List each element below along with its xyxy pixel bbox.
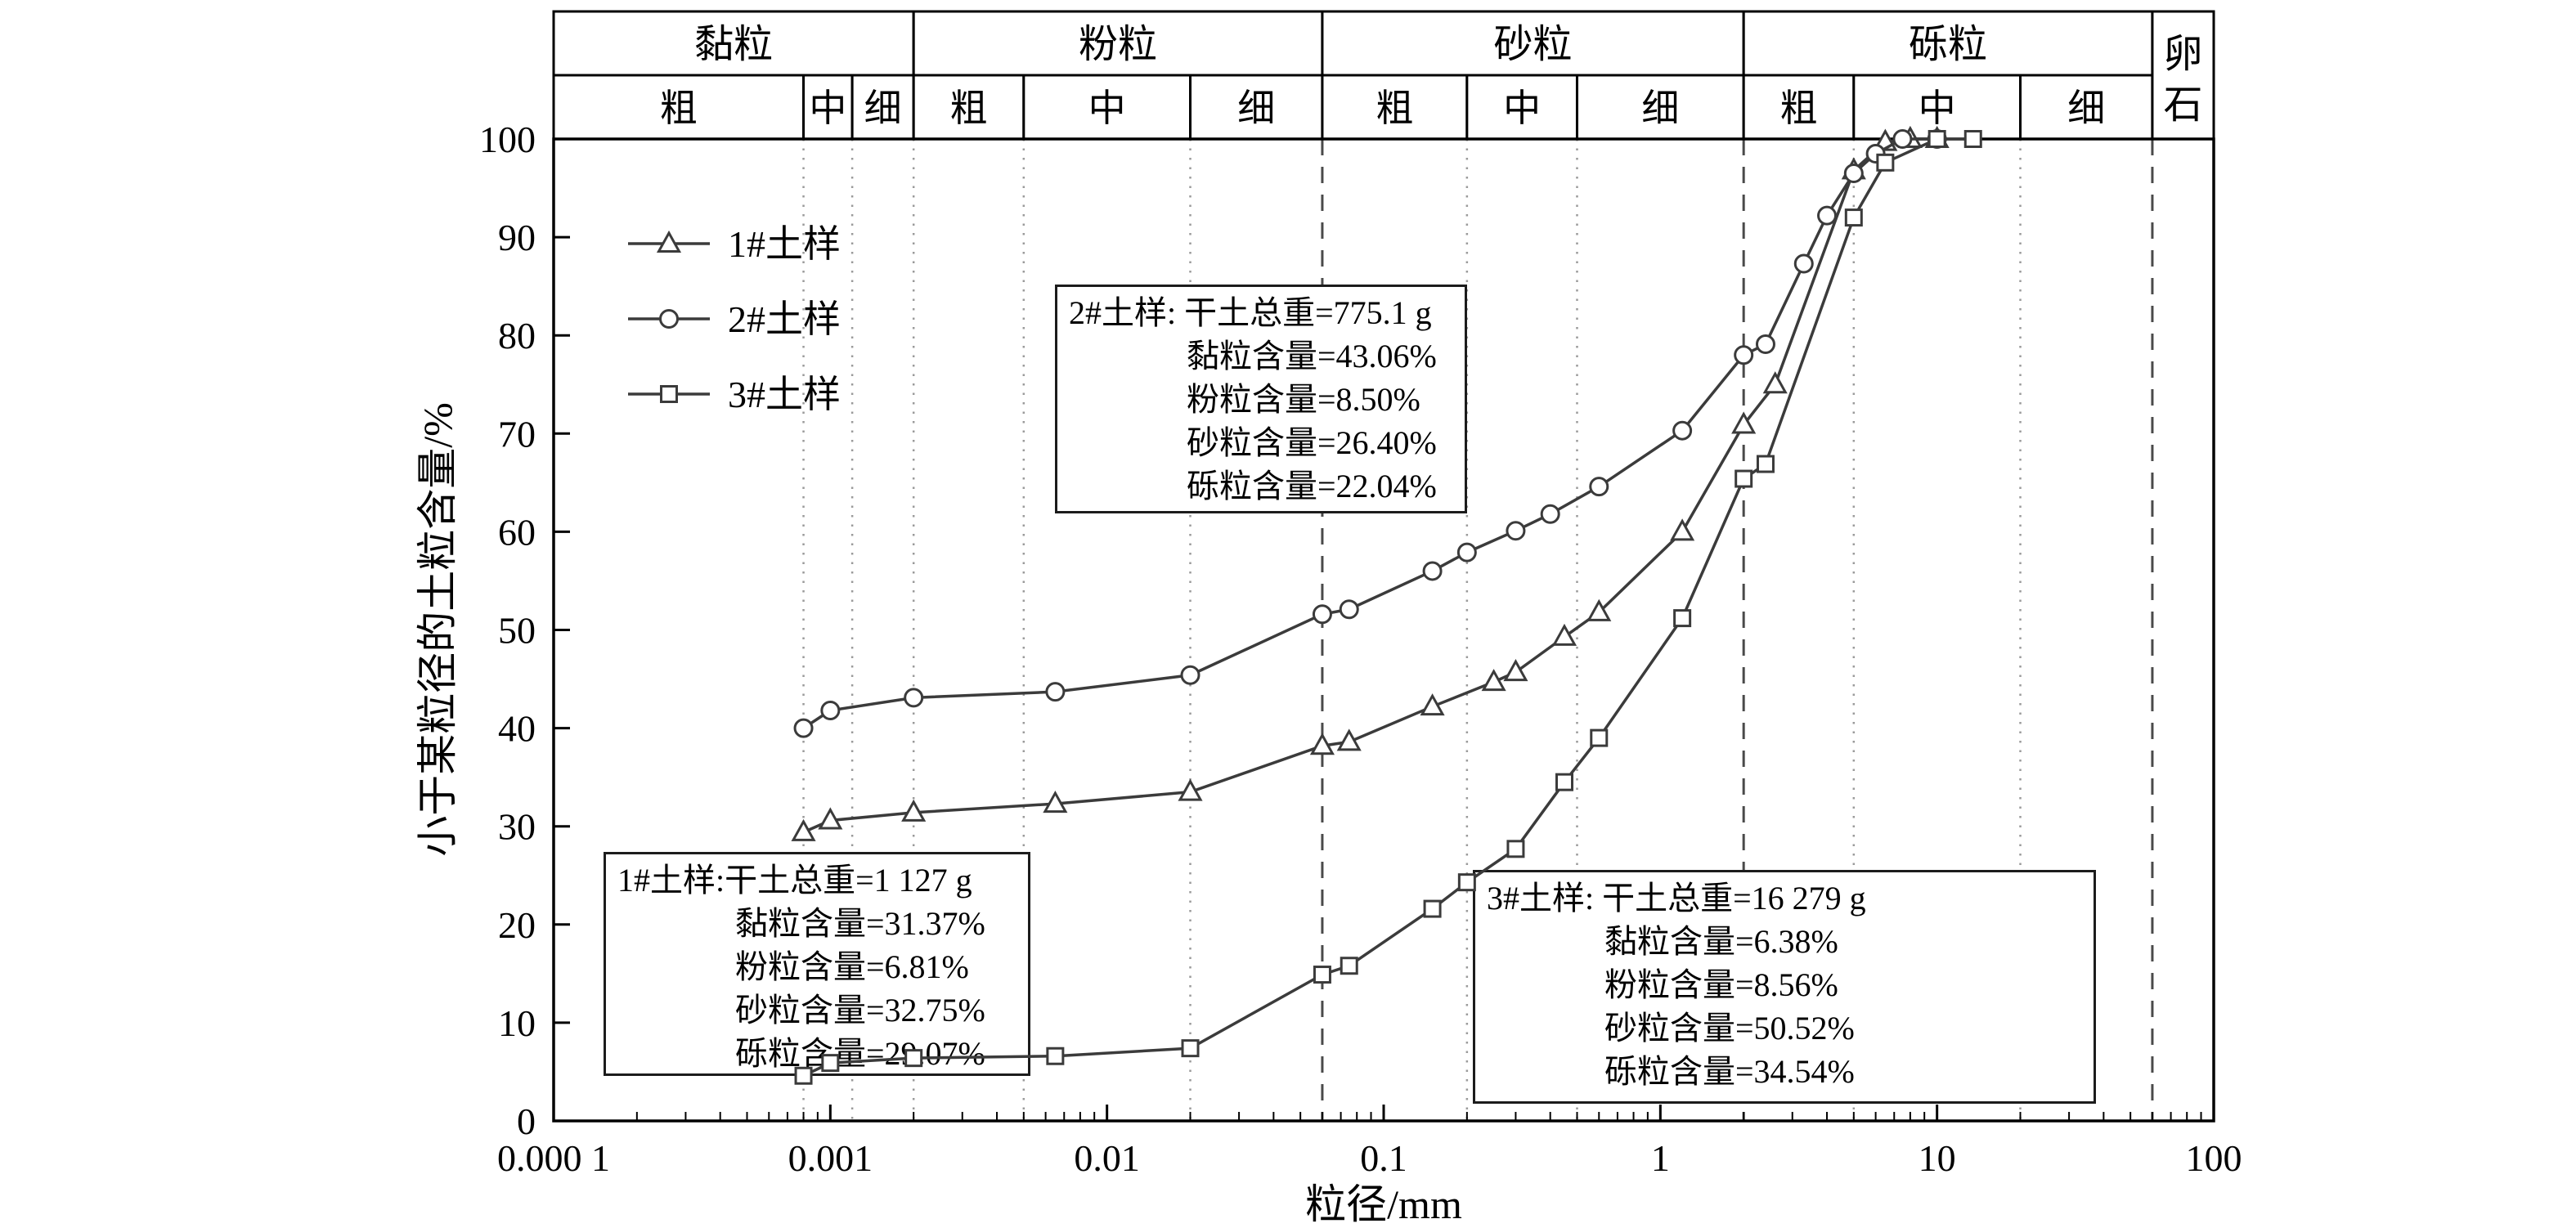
x-tick-label: 0.000 1 xyxy=(497,1137,610,1179)
annotation-line: 粉粒含量=8.50% xyxy=(1187,381,1420,418)
header-band-label: 石 xyxy=(2163,83,2202,127)
y-tick-label: 70 xyxy=(498,413,536,455)
x-tick-label: 100 xyxy=(2186,1137,2242,1179)
header-sub-label: 中 xyxy=(809,87,846,129)
y-tick-label: 40 xyxy=(498,708,536,750)
header-sub-label: 中 xyxy=(1503,87,1541,129)
header-sub-label: 粗 xyxy=(950,87,988,129)
header-cell xyxy=(912,10,1324,77)
header-cell xyxy=(1742,10,2154,77)
header-cell xyxy=(2151,10,2215,141)
header-sub-label: 细 xyxy=(1237,87,1275,129)
annotation-line: 3#土样: 干土总重=16 279 g xyxy=(1487,880,1866,917)
annotation-line: 砾粒含量=34.54% xyxy=(1604,1053,1855,1090)
annotation-line: 砂粒含量=26.40% xyxy=(1187,424,1437,461)
header-subcell xyxy=(552,74,806,141)
y-tick-label: 100 xyxy=(479,119,536,160)
x-tick-label: 0.001 xyxy=(788,1137,873,1179)
annotation-line: 黏粒含量=6.38% xyxy=(1604,923,1838,960)
header-band-label: 黏粒 xyxy=(694,23,773,66)
x-tick-label: 0.01 xyxy=(1074,1137,1140,1179)
y-tick-label: 30 xyxy=(498,806,536,848)
header-sub-label: 中 xyxy=(1088,87,1126,129)
annotation-line: 砂粒含量=50.52% xyxy=(1604,1010,1855,1046)
annotation-line: 1#土样:干土总重=1 127 g xyxy=(617,862,972,899)
header-band-label: 砾粒 xyxy=(1909,23,1987,66)
y-tick-label: 80 xyxy=(498,315,536,356)
annotation-line: 砂粒含量=32.75% xyxy=(735,992,985,1029)
header-sub-label: 细 xyxy=(864,87,902,129)
header-sub-label: 粗 xyxy=(660,87,698,129)
header-subcell xyxy=(2019,74,2154,141)
y-tick-label: 60 xyxy=(498,511,536,553)
header-band-label: 砂粒 xyxy=(1494,23,1573,66)
header-subcell xyxy=(1742,74,1856,141)
annotation-line: 粉粒含量=6.81% xyxy=(735,948,969,985)
header-sub-label: 粗 xyxy=(1376,87,1413,129)
annotation-line: 砾粒含量=22.04% xyxy=(1187,468,1437,504)
y-tick-label: 90 xyxy=(498,217,536,258)
header-sub-label: 细 xyxy=(1641,87,1679,129)
y-tick-label: 0 xyxy=(517,1100,536,1142)
y-tick-label: 10 xyxy=(498,1002,536,1044)
header-sub-label: 粗 xyxy=(1780,87,1818,129)
annotation-line: 粉粒含量=8.56% xyxy=(1604,966,1838,1003)
axis-layer: 0.000 1 0.001 0.01 0.1 1 10 100 0 10 20 30 40 50 60 70… xyxy=(479,119,2242,1179)
annotation-line: 砾粒含量=29.07% xyxy=(735,1035,985,1072)
x-tick-label: 10 xyxy=(1919,1137,1956,1179)
annotation-line: 2#土样: 干土总重=775.1 g xyxy=(1069,294,1432,331)
x-axis-title: 粒径/mm xyxy=(1305,1181,1462,1227)
header-subcell xyxy=(802,74,854,141)
y-tick-label: 50 xyxy=(498,610,536,652)
annotation-box-sample1: 1#土样:干土总重=1 127 g 黏粒含量=31.37% 粉粒含量=6.81%… xyxy=(604,852,1030,1076)
header-sub-label: 中 xyxy=(1919,87,1956,129)
annotation-box-sample2: 2#土样: 干土总重=775.1 g 黏粒含量=43.06% 粉粒含量=8.50… xyxy=(1055,285,1467,513)
x-tick-label: 1 xyxy=(1651,1137,1670,1179)
particle-class-header: 黏粒粗中细粉粒粗中细砂粒粗中细砾粒粗中细卵石 xyxy=(552,10,2215,141)
x-tick-label: 0.1 xyxy=(1360,1137,1407,1179)
y-tick-label: 20 xyxy=(498,904,536,946)
y-axis-title: 小于某粒径的土粒含量/% xyxy=(415,402,460,857)
annotation-line: 黏粒含量=43.06% xyxy=(1187,338,1437,374)
annotation-box-sample3: 3#土样: 干土总重=16 279 g 黏粒含量=6.38% 粉粒含量=8.56… xyxy=(1473,870,2096,1104)
header-band-label: 粉粒 xyxy=(1079,23,1157,66)
header-subcell xyxy=(912,74,1025,141)
header-subcell xyxy=(1465,74,1578,141)
header-band-label: 卵 xyxy=(2163,33,2202,76)
header-sub-label: 细 xyxy=(2067,87,2105,129)
annotation-line: 黏粒含量=31.37% xyxy=(735,905,985,942)
